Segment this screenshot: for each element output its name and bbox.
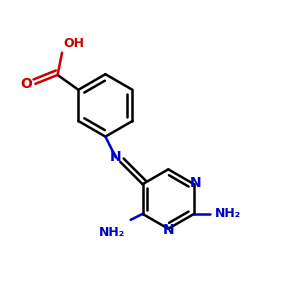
Text: OH: OH — [64, 37, 85, 50]
Text: NH₂: NH₂ — [215, 207, 241, 220]
Text: O: O — [20, 77, 32, 91]
Text: NH₂: NH₂ — [99, 226, 125, 239]
Text: N: N — [110, 150, 122, 164]
Text: N: N — [163, 223, 174, 237]
Text: N: N — [190, 176, 201, 190]
